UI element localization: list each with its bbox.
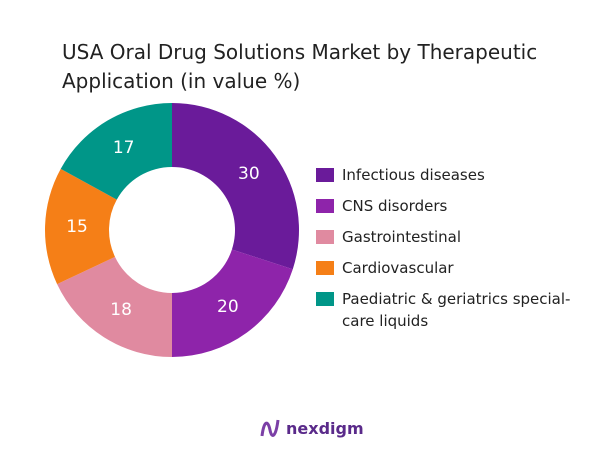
data-label: 18 (110, 300, 132, 320)
donut-slice (57, 256, 173, 357)
legend-label: Infectious diseases (342, 166, 485, 184)
legend-item: Gastrointestinal (316, 226, 602, 248)
data-label: 20 (217, 297, 239, 317)
legend-item: Infectious diseases (316, 164, 602, 186)
legend-item: CNS disorders (316, 195, 602, 217)
donut-slice (60, 103, 172, 200)
data-label: 17 (113, 138, 135, 158)
legend-swatch (316, 168, 334, 182)
legend-label: Gastrointestinal (342, 228, 462, 246)
legend-swatch (316, 199, 334, 213)
legend-label: Paediatric & geriatrics special-care liq… (342, 290, 571, 330)
legend-label: Cardiovascular (342, 259, 454, 277)
brand-text: nexdigm (286, 418, 364, 438)
legend-item: Cardiovascular (316, 257, 602, 279)
brand-logo: nexdigm (258, 416, 364, 440)
legend-item: Paediatric & geriatrics special-care liq… (316, 288, 602, 332)
donut-slice (172, 103, 300, 270)
legend-swatch (316, 292, 334, 306)
legend-label: CNS disorders (342, 197, 448, 215)
data-label: 15 (66, 217, 88, 237)
data-label: 30 (238, 164, 260, 184)
chart-title: USA Oral Drug Solutions Market by Therap… (62, 40, 538, 93)
legend: Infectious diseases CNS disorders Gastroin… (316, 164, 602, 341)
brand-icon (260, 419, 280, 437)
legend-swatch (316, 230, 334, 244)
legend-swatch (316, 261, 334, 275)
donut-slice (172, 249, 293, 357)
donut-slice (44, 168, 117, 285)
